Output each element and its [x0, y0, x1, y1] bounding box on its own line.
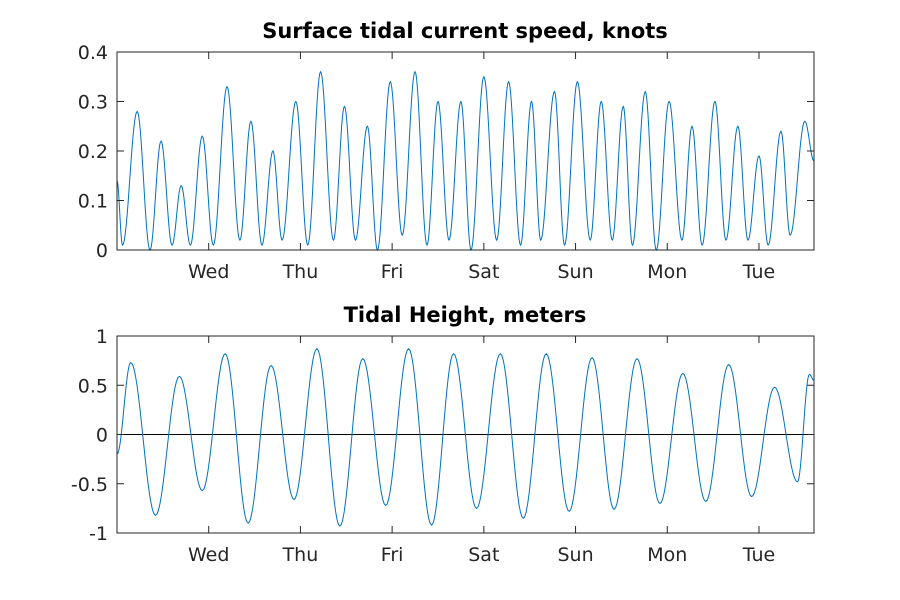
- tidal-height-x-tick-label: Tue: [742, 544, 775, 566]
- current-speed-title: Surface tidal current speed, knots: [262, 19, 668, 43]
- current-speed-x-tick-label: Wed: [188, 261, 229, 283]
- tidal-height-x-tick-label: Mon: [647, 544, 687, 566]
- tidal-height-title: Tidal Height, meters: [344, 303, 587, 327]
- current-speed-y-tick-label: 0.4: [78, 42, 108, 64]
- tidal-height-x-tick-label: Thu: [282, 544, 319, 566]
- current-speed-x-tick-label: Tue: [742, 261, 775, 283]
- current-speed-panel: Surface tidal current speed, knots Wed Th…: [78, 19, 815, 283]
- current-speed-x-tick-label: Mon: [647, 261, 687, 283]
- current-speed-x-tick-label: Sat: [468, 261, 499, 283]
- tidal-height-y-tick-label: 0.5: [78, 375, 108, 397]
- tidal-height-x-tick-label: Wed: [188, 544, 229, 566]
- tidal-height-x-tick-label: Sat: [468, 544, 499, 566]
- tidal-height-y-tick-label: 1: [96, 326, 108, 348]
- tidal-height-x-tick-label: Sun: [557, 544, 593, 566]
- tidal-height-y-tick-label: 0: [96, 425, 108, 447]
- current-speed-y-tick-label: 0.1: [78, 191, 108, 213]
- current-speed-y-tick-label: 0.2: [78, 141, 108, 163]
- tidal-height-panel: Tidal Height, meters Wed Thu Fri Sat Sun Mon T…: [71, 303, 815, 566]
- tidal-height-x-tick-label: Fri: [381, 544, 404, 566]
- current-speed-series-line: [116, 70, 815, 252]
- current-speed-y-tick-label: 0: [96, 240, 108, 262]
- current-speed-x-tick-label: Thu: [282, 261, 319, 283]
- current-speed-x-tick-label: Fri: [381, 261, 404, 283]
- tidal-height-series-line: [116, 348, 815, 527]
- tidal-height-y-tick-label: -1: [89, 523, 108, 545]
- current-speed-x-tick-label: Sun: [557, 261, 593, 283]
- tidal-height-y-tick-label: -0.5: [71, 474, 108, 496]
- current-speed-y-tick-label: 0.3: [78, 92, 108, 114]
